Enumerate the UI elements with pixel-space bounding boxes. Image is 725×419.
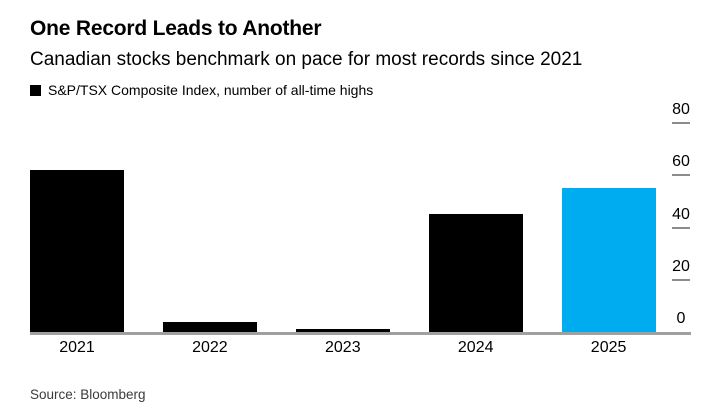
x-axis-label-2025: 2025 bbox=[590, 339, 627, 356]
legend-label: S&P/TSX Composite Index, number of all-t… bbox=[48, 82, 374, 98]
y-axis-label-0: 0 bbox=[676, 310, 686, 327]
y-axis-label-80: 80 bbox=[672, 101, 690, 118]
bar-2024 bbox=[428, 214, 523, 332]
y-axis-tick-80 bbox=[672, 122, 690, 124]
y-axis-label-20: 20 bbox=[672, 257, 690, 275]
x-axis-label-2023: 2023 bbox=[325, 339, 361, 356]
x-axis-label-2021: 2021 bbox=[59, 339, 95, 356]
y-axis-label-40: 40 bbox=[672, 205, 690, 223]
source-note: Source: Bloomberg bbox=[30, 387, 146, 402]
bar-2021 bbox=[30, 170, 124, 332]
legend: S&P/TSX Composite Index, number of all-t… bbox=[30, 82, 373, 99]
bar-2025 bbox=[561, 188, 656, 332]
y-axis-label-60: 60 bbox=[672, 153, 690, 171]
x-axis-label-2022: 2022 bbox=[192, 339, 228, 356]
bar-2022 bbox=[162, 321, 257, 332]
chart-title: One Record Leads to Another bbox=[30, 17, 322, 40]
y-axis-tick-60 bbox=[672, 174, 690, 177]
chart-subtitle: Canadian stocks benchmark on pace for mo… bbox=[30, 49, 583, 70]
x-axis-label-2024: 2024 bbox=[457, 339, 494, 356]
x-axis-baseline bbox=[30, 332, 691, 335]
y-axis-tick-40 bbox=[672, 226, 690, 229]
legend-swatch-icon bbox=[30, 85, 41, 96]
y-axis-tick-20 bbox=[672, 278, 690, 281]
bar-2023 bbox=[295, 329, 390, 332]
